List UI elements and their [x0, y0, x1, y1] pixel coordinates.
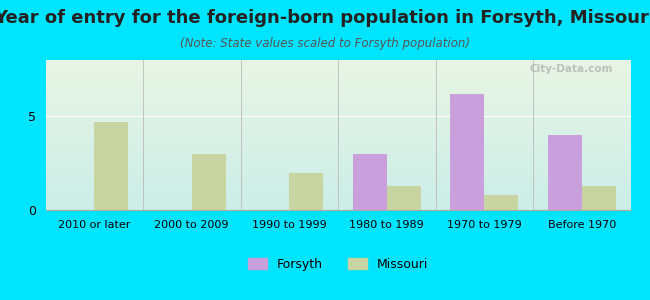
Bar: [582, 186, 616, 210]
Bar: [450, 94, 484, 210]
Text: Year of entry for the foreign-born population in Forsyth, Missouri: Year of entry for the foreign-born popul…: [0, 9, 650, 27]
Legend: Forsyth, Missouri: Forsyth, Missouri: [243, 253, 433, 276]
Bar: [547, 135, 582, 210]
Bar: [484, 195, 519, 210]
Bar: [289, 172, 324, 210]
Bar: [353, 154, 387, 210]
Bar: [94, 122, 129, 210]
Bar: [387, 186, 421, 210]
Text: City-Data.com: City-Data.com: [530, 64, 613, 74]
Bar: [192, 154, 226, 210]
Text: (Note: State values scaled to Forsyth population): (Note: State values scaled to Forsyth po…: [180, 38, 470, 50]
